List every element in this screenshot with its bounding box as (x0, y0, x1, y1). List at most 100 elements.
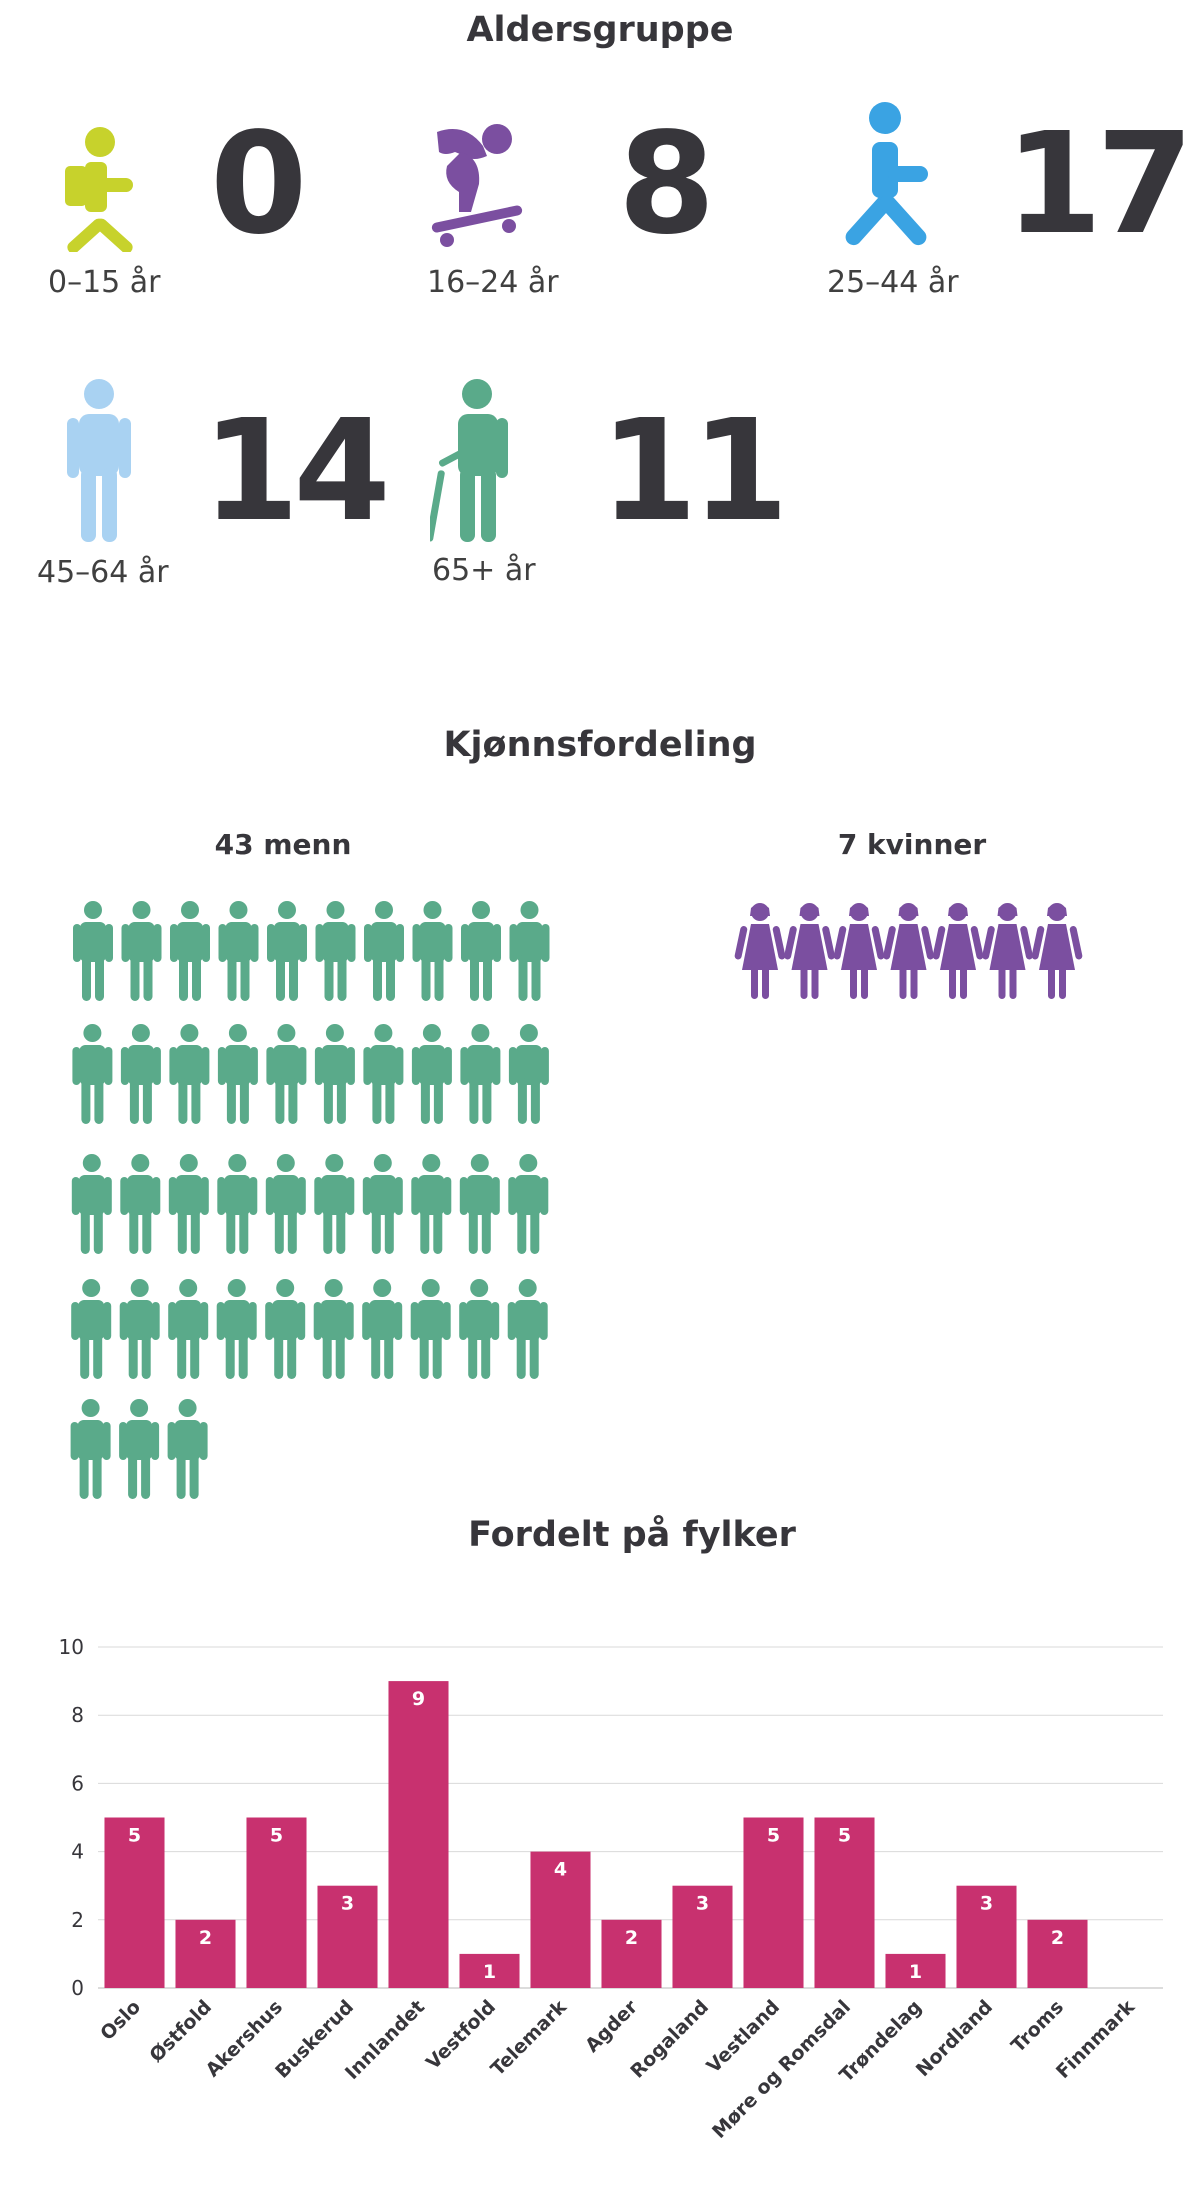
man-icon (70, 1399, 111, 1499)
man-icon (121, 901, 162, 1001)
bar (956, 1885, 1017, 1988)
x-tick-label: Telemark (487, 1996, 572, 2081)
age-0-15-value: 0 (210, 103, 307, 266)
bar (530, 1851, 591, 1988)
bar-data-label: 5 (270, 1825, 283, 1847)
woman-icon (883, 903, 934, 999)
age-65-plus-label: 65+ år (432, 553, 536, 588)
y-tick-label: 10 (59, 1635, 84, 1659)
x-tick-label: Østfold (145, 1996, 216, 2067)
bar (175, 1919, 236, 1988)
man-icon (411, 1024, 452, 1124)
age-16-24-label: 16–24 år (427, 265, 559, 300)
man-icon (267, 901, 307, 1001)
man-icon (461, 901, 501, 1001)
bar-data-label: 1 (909, 1961, 922, 1983)
bar-data-label: 5 (767, 1825, 780, 1847)
age-section-title: Aldersgruppe (466, 10, 734, 50)
man-icon (364, 901, 404, 1001)
man-icon (72, 1024, 113, 1124)
x-tick-label: Agder (581, 1996, 642, 2057)
y-tick-label: 0 (71, 1976, 84, 2000)
age-65-plus-value: 11 (600, 390, 789, 553)
bar-data-label: 1 (483, 1961, 496, 1983)
man-icon (459, 1154, 500, 1254)
x-tick-label: Møre og Romsdal (708, 1996, 855, 2143)
man-icon (459, 1279, 500, 1379)
man-icon (410, 1279, 451, 1379)
bar-data-label: 3 (980, 1893, 993, 1915)
man-icon (120, 1024, 161, 1124)
man-icon (217, 1024, 258, 1124)
man-icon (314, 1024, 355, 1124)
man-icon (412, 901, 453, 1001)
age-25-44-value: 17 (1005, 103, 1194, 266)
y-tick-label: 4 (71, 1840, 84, 1864)
age-25-44-label: 25–44 år (827, 265, 959, 300)
man-icon (266, 1024, 307, 1124)
bar-data-label: 3 (696, 1893, 709, 1915)
man-icon (216, 1279, 257, 1379)
bar (459, 1953, 520, 1988)
man-icon (170, 901, 210, 1001)
man-icon (71, 1154, 112, 1254)
county-bar-chart: 02468105Oslo2Østfold5Akershus3Buskerud9I… (59, 1635, 1163, 2143)
man-icon (313, 1279, 354, 1379)
age-16-24-value: 8 (618, 103, 715, 266)
woman-icon (982, 903, 1033, 999)
walking-person-icon (845, 102, 928, 246)
child-with-backpack-icon (65, 127, 133, 252)
bar (246, 1817, 307, 1988)
man-icon (460, 1024, 501, 1124)
men-count-label: 43 menn (214, 828, 352, 861)
man-icon (168, 1154, 209, 1254)
bar-data-label: 2 (625, 1927, 638, 1949)
man-icon (71, 1279, 112, 1379)
bar-data-label: 2 (1051, 1927, 1064, 1949)
man-icon (363, 1024, 404, 1124)
woman-icon (932, 903, 984, 999)
age-45-64-value: 14 (202, 390, 391, 553)
man-icon (315, 901, 356, 1001)
x-tick-label: Oslo (96, 1996, 145, 2045)
man-icon (119, 1279, 160, 1379)
woman-icon (784, 903, 835, 999)
bar (388, 1681, 449, 1988)
man-icon (507, 1279, 548, 1379)
woman-icon (734, 903, 786, 999)
man-icon (362, 1279, 403, 1379)
man-icon (265, 1154, 306, 1254)
bar (104, 1817, 165, 1988)
age-0-15-label: 0–15 år (48, 265, 161, 300)
women-pictogram-grid (734, 903, 1083, 999)
man-icon (411, 1154, 452, 1254)
man-icon (265, 1279, 306, 1379)
standing-person-icon (67, 379, 131, 542)
county-section-title: Fordelt på fylker (468, 1515, 796, 1555)
man-icon (169, 1024, 210, 1124)
gender-section-title: Kjønnsfordeling (443, 725, 757, 765)
bar-data-label: 5 (128, 1825, 141, 1847)
man-icon (73, 901, 113, 1001)
man-icon (119, 1399, 160, 1499)
man-icon (120, 1154, 161, 1254)
x-tick-label: Troms (1007, 1996, 1068, 2057)
bar (317, 1885, 378, 1988)
elderly-person-with-cane-icon (430, 379, 508, 542)
bar-data-label: 3 (341, 1893, 354, 1915)
bar-data-label: 2 (199, 1927, 212, 1949)
bar-data-label: 9 (412, 1688, 425, 1710)
man-icon (167, 1399, 208, 1499)
man-icon (168, 1279, 209, 1379)
x-tick-label: Nordland (912, 1996, 997, 2081)
man-icon (314, 1154, 355, 1254)
man-icon (509, 901, 550, 1001)
bar (885, 1953, 946, 1988)
bar-data-label: 4 (554, 1859, 567, 1881)
woman-icon (1031, 903, 1083, 999)
skateboarder-icon (431, 124, 523, 247)
y-tick-label: 6 (71, 1771, 84, 1795)
men-pictogram-grid (70, 901, 550, 1499)
bar (1027, 1919, 1088, 1988)
man-icon (217, 1154, 258, 1254)
